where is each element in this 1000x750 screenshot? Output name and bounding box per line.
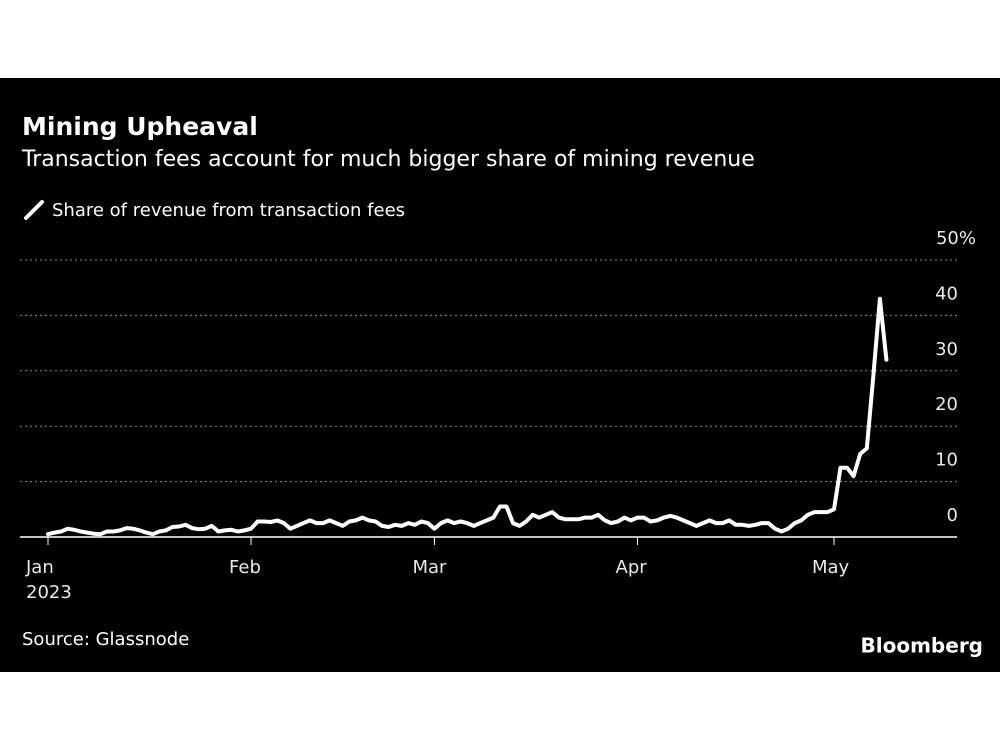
x-tick-label: Feb — [229, 557, 261, 578]
y-tick-label: 20 — [935, 394, 958, 415]
y-tick-label: 10 — [935, 450, 958, 471]
series-line — [46, 296, 889, 537]
panel — [0, 78, 1000, 672]
chart-title: Mining Upheaval — [22, 112, 258, 141]
y-tick-label: 40 — [935, 283, 958, 304]
y-tick-label: 30 — [935, 339, 958, 360]
y-tick-label: 0 — [947, 505, 958, 526]
x-tick-label: May — [812, 557, 850, 578]
x-tick-label: Jan — [25, 557, 54, 578]
legend-swatch — [24, 200, 44, 220]
chart-subtitle: Transaction fees account for much bigger… — [21, 147, 755, 172]
source: Source: Glassnode — [22, 629, 189, 650]
legend-label: Share of revenue from transaction fees — [52, 200, 405, 221]
x-tick-sublabel: 2023 — [26, 582, 72, 603]
logo: Bloomberg — [861, 634, 983, 658]
x-tick-label: Mar — [412, 557, 447, 578]
x-tick-label: Apr — [616, 557, 648, 578]
y-tick-label: 50% — [936, 228, 976, 249]
